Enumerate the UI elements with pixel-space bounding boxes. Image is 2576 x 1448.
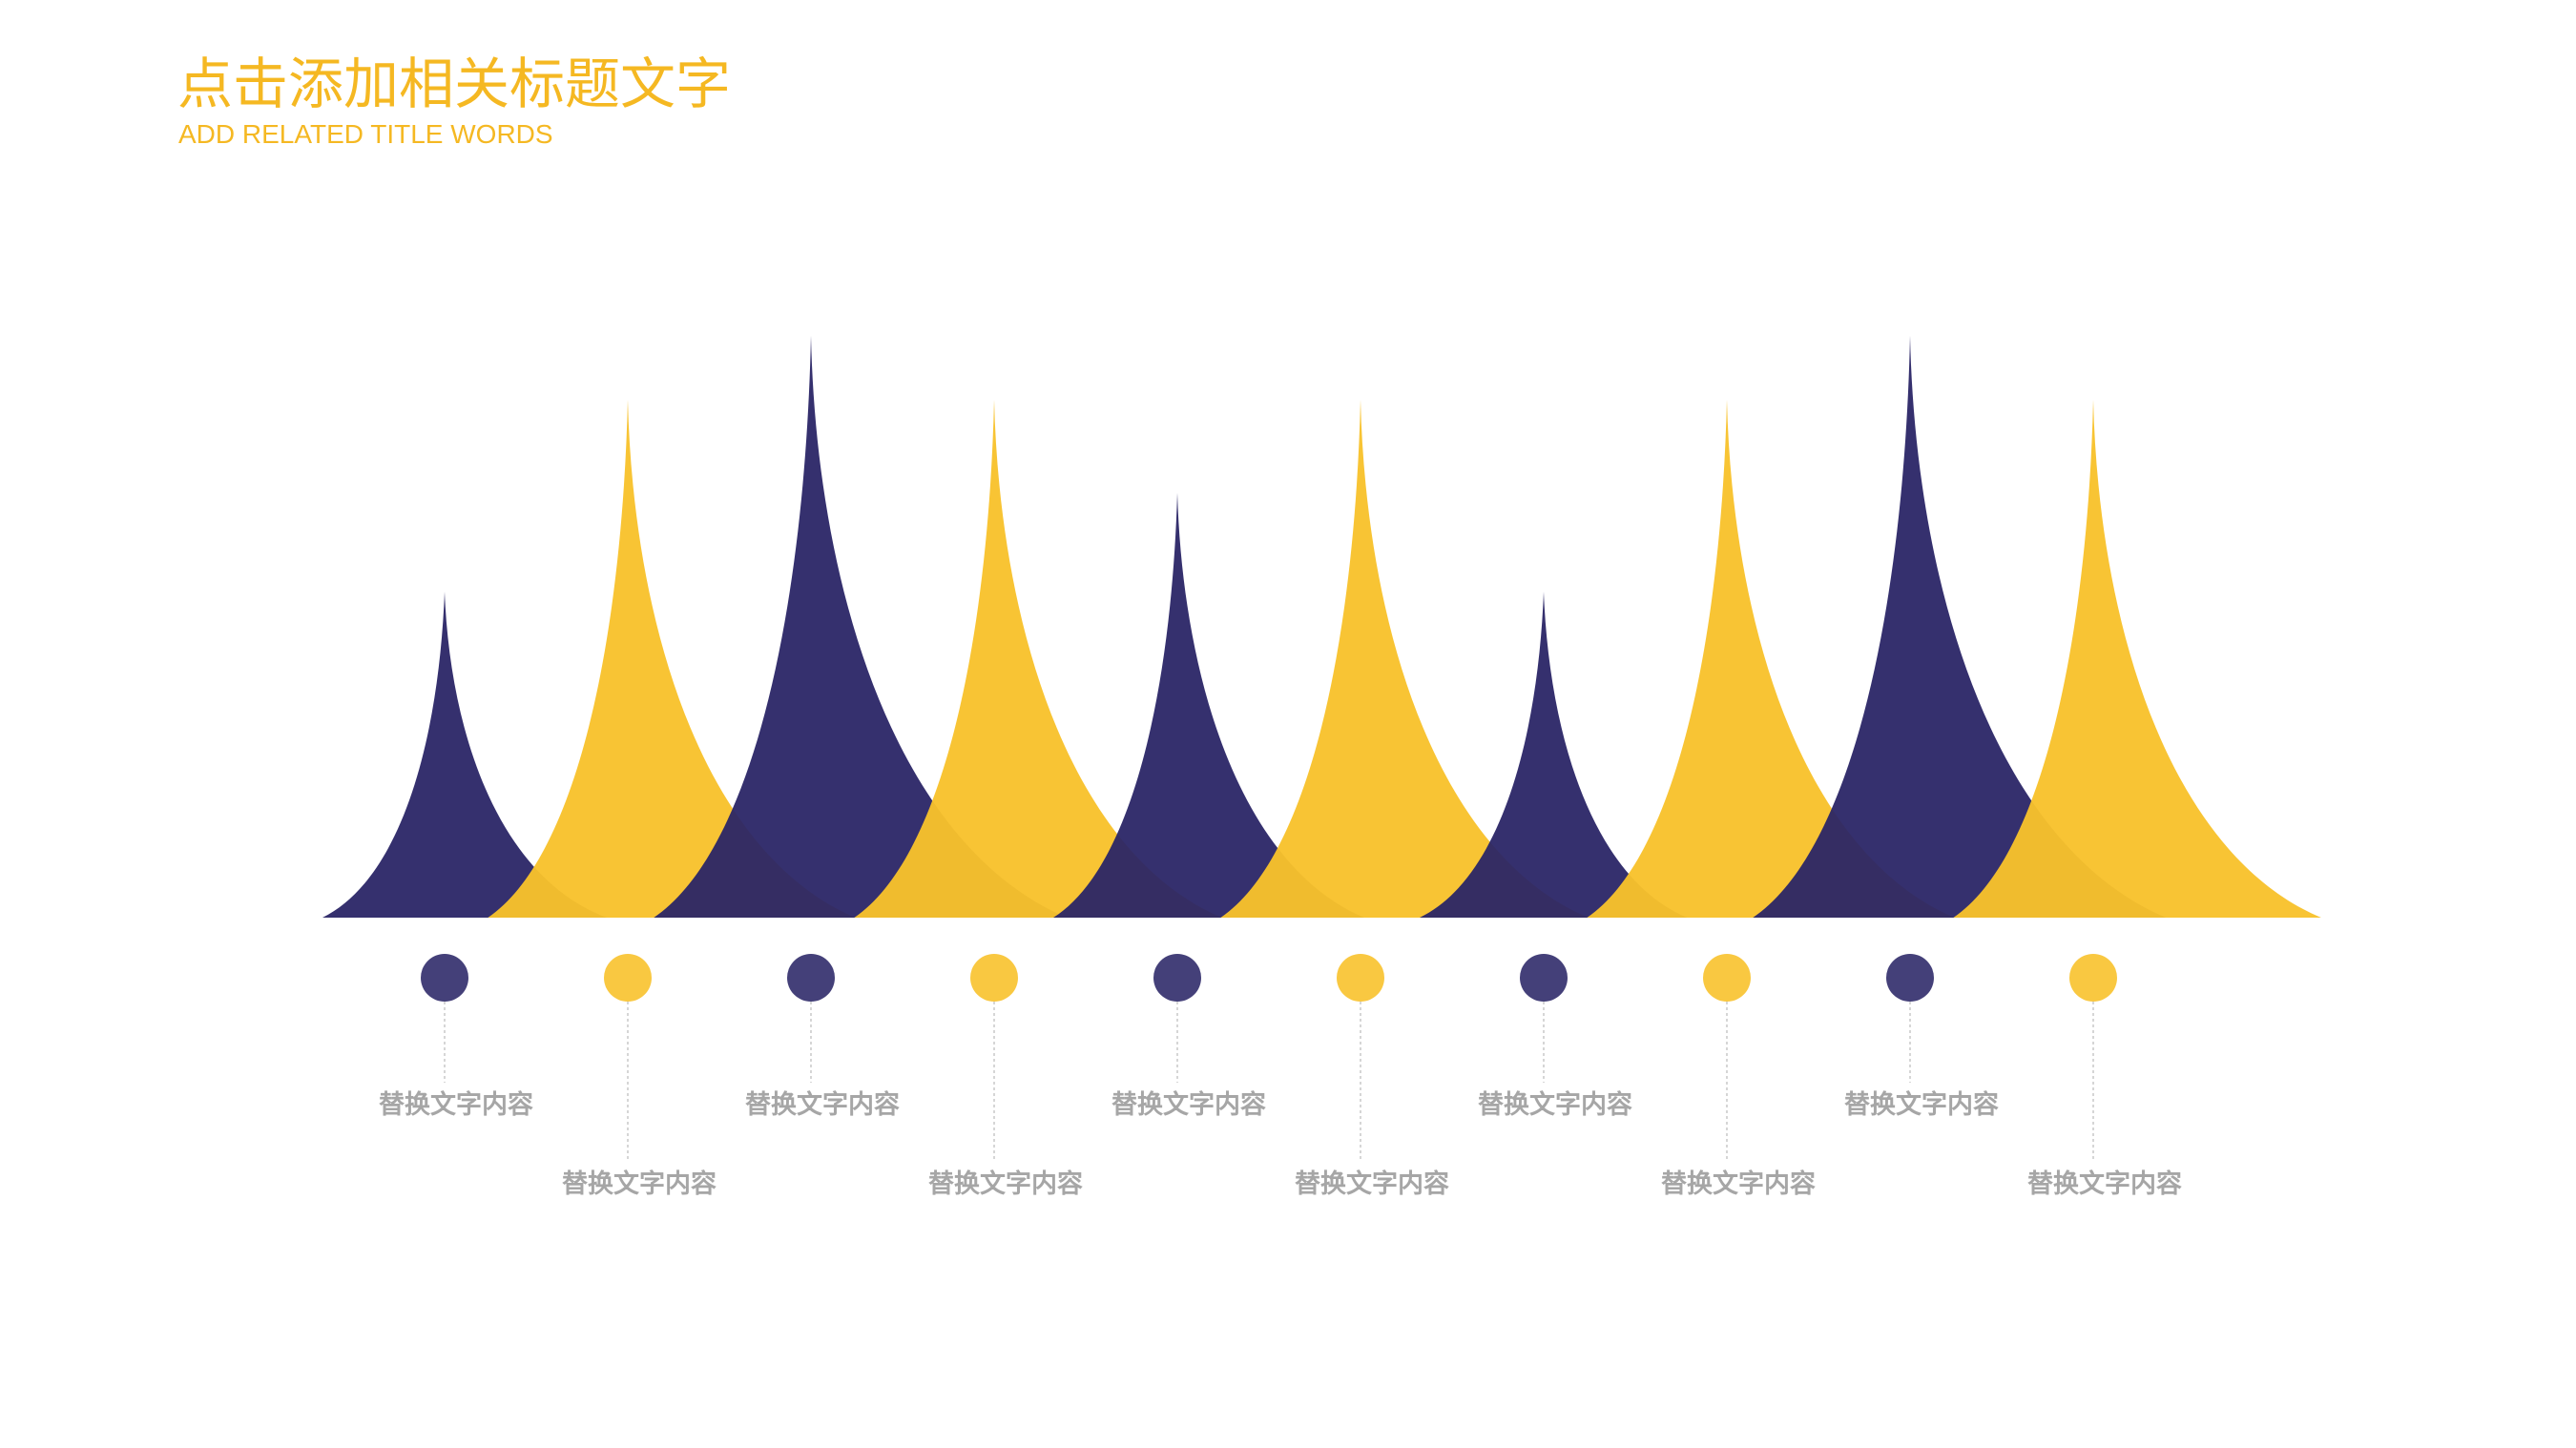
item-label-5: 替换文字内容 bbox=[1111, 1090, 1266, 1120]
peak-8 bbox=[1587, 400, 1955, 919]
item-label-3: 替换文字内容 bbox=[745, 1090, 900, 1120]
marker-dot-3 bbox=[787, 954, 835, 1002]
item-label-8: 替换文字内容 bbox=[1661, 1169, 1816, 1199]
peak-3 bbox=[654, 336, 1068, 918]
item-label-1: 替换文字内容 bbox=[379, 1090, 533, 1120]
item-label-2: 替换文字内容 bbox=[562, 1169, 717, 1199]
marker-dot-8 bbox=[1703, 954, 1751, 1002]
marker-dot-7 bbox=[1520, 954, 1568, 1002]
marker-dot-6 bbox=[1337, 954, 1384, 1002]
peak-9 bbox=[1753, 336, 2167, 918]
marker-dot-4 bbox=[970, 954, 1018, 1002]
item-label-9: 替换文字内容 bbox=[1844, 1090, 1999, 1120]
marker-dot-5 bbox=[1153, 954, 1201, 1002]
page-subtitle: ADD RELATED TITLE WORDS bbox=[178, 119, 553, 149]
peak-4 bbox=[854, 400, 1222, 919]
item-label-6: 替换文字内容 bbox=[1295, 1169, 1449, 1199]
item-label-10: 替换文字内容 bbox=[2027, 1169, 2182, 1199]
peak-6 bbox=[1220, 400, 1589, 919]
peak-7 bbox=[1420, 591, 1688, 918]
peak-1 bbox=[322, 591, 607, 918]
item-label-4: 替换文字内容 bbox=[928, 1169, 1083, 1199]
peak-10 bbox=[1953, 400, 2321, 919]
page-title: 点击添加相关标题文字 bbox=[177, 52, 732, 116]
marker-dot-1 bbox=[421, 954, 468, 1002]
item-label-7: 替换文字内容 bbox=[1478, 1090, 1632, 1120]
marker-dot-10 bbox=[2069, 954, 2117, 1002]
peak-5 bbox=[1053, 492, 1364, 918]
marker-dot-2 bbox=[604, 954, 652, 1002]
peak-2 bbox=[488, 400, 856, 919]
marker-dot-9 bbox=[1886, 954, 1934, 1002]
